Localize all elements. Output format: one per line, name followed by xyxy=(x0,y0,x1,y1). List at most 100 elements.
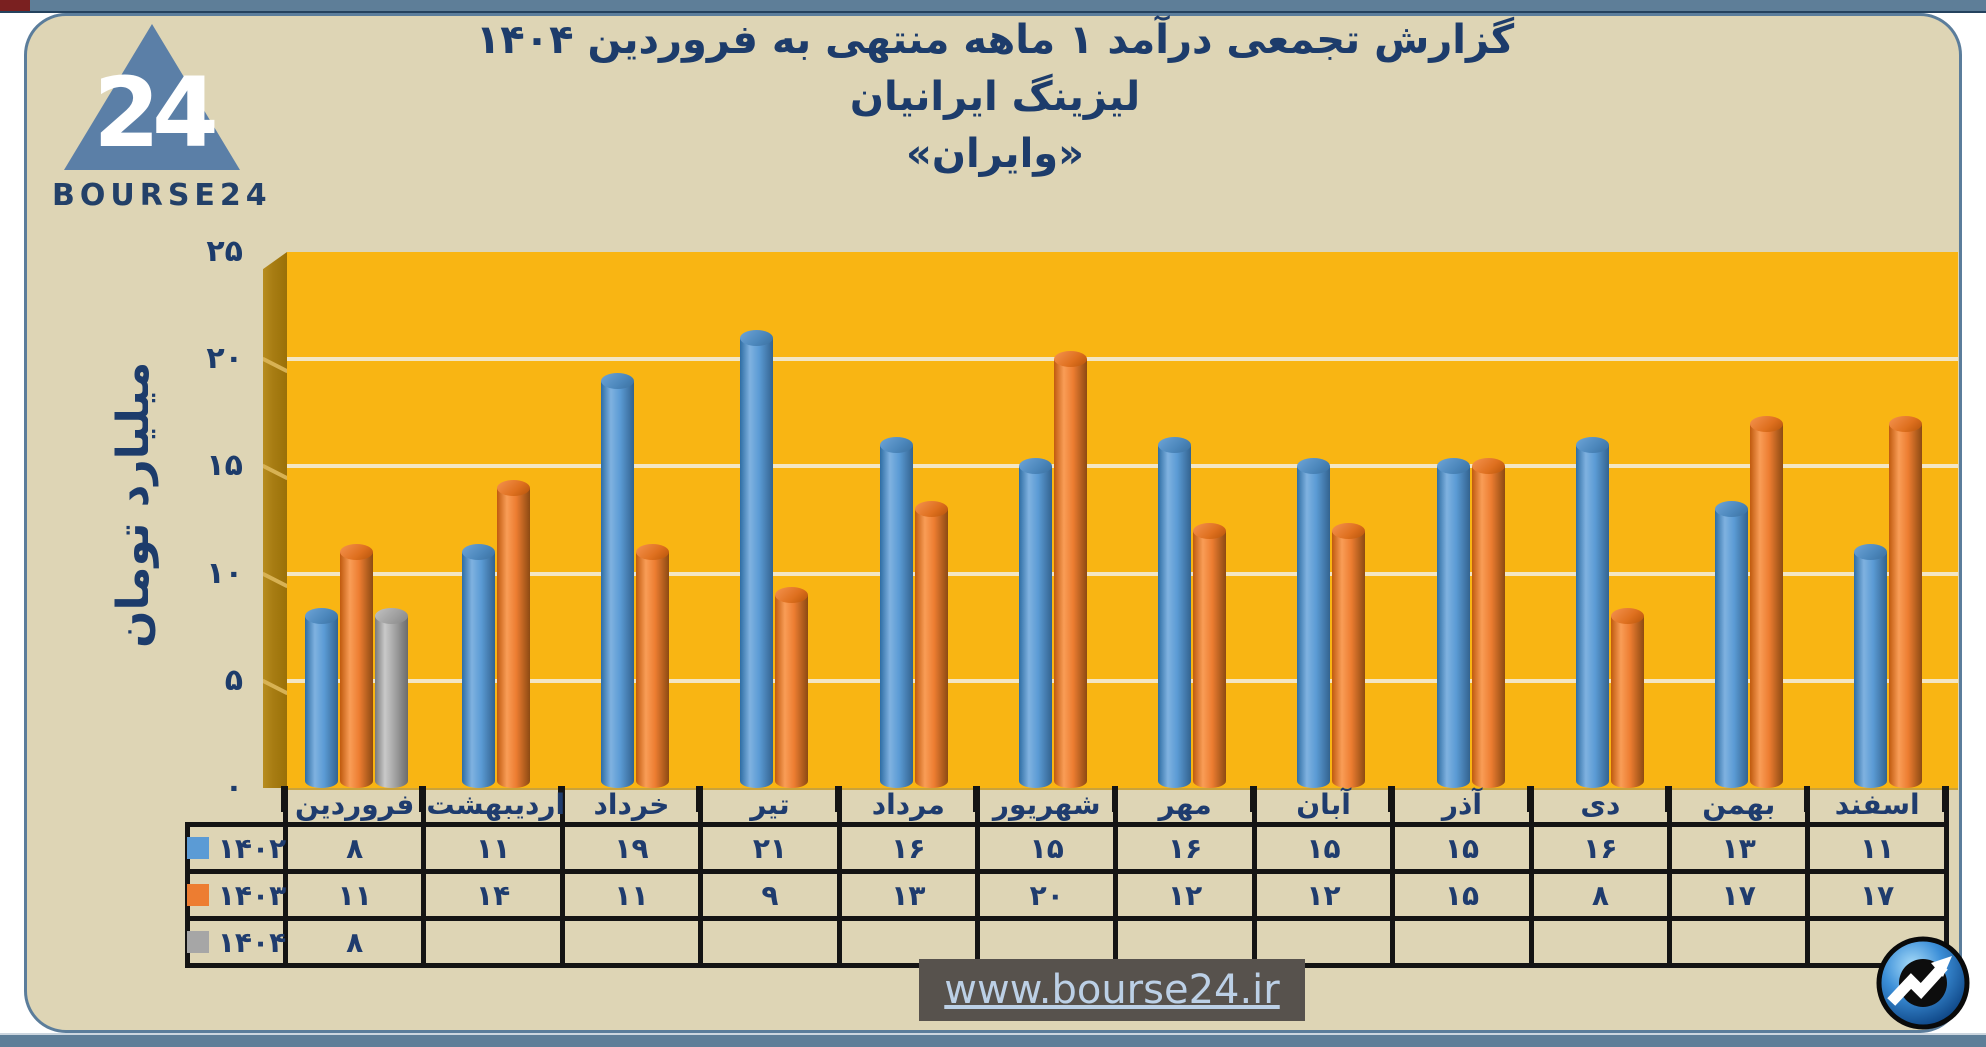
svg-text:24: 24 xyxy=(93,57,215,169)
bar-group-5 xyxy=(983,252,1122,788)
bar-top-cap xyxy=(1575,436,1609,453)
bar-top-cap xyxy=(1610,608,1644,625)
value-cell-۱۴۰۳-10: ۱۷ xyxy=(1667,869,1811,921)
legend-label-۱۴۰۴: ۱۴۰۴ xyxy=(217,925,287,959)
chart-title-block: گزارش تجمعی درآمد ۱ ماهه منتهی به فروردی… xyxy=(330,12,1660,183)
bar-۱۴۰۳-7 xyxy=(1332,522,1366,788)
bourse24-wordmark: BOURSE24 xyxy=(52,178,272,213)
value-cell-۱۴۰۲-10: ۱۳ xyxy=(1667,822,1811,874)
bar-top-cap xyxy=(305,608,339,625)
value-cell-۱۴۰۴-2 xyxy=(559,916,704,968)
month-header-0: فروردین xyxy=(282,786,427,827)
bar-top-cap xyxy=(1018,458,1052,475)
value-cell-۱۴۰۲-9: ۱۶ xyxy=(1528,822,1673,874)
bar-group-10 xyxy=(1680,252,1819,788)
bar-top-cap xyxy=(1436,458,1470,475)
bar-۱۴۰۲-6 xyxy=(1158,436,1192,788)
value-cell-۱۴۰۲-7: ۱۵ xyxy=(1251,822,1396,874)
value-cell-۱۴۰۳-7: ۱۲ xyxy=(1251,869,1396,921)
legend-swatch-۱۴۰۳ xyxy=(186,884,209,906)
value-cell-۱۴۰۳-1: ۱۴ xyxy=(421,869,565,921)
legend-entry: ۱۴۰۴ xyxy=(186,925,287,959)
value-cell-۱۴۰۴-3 xyxy=(698,916,842,968)
table-row-۱۴۰۳: ۱۴۰۳ ۱۱ ۱۴ ۱۱ ۹ ۱۳ ۲۰ ۱۲ ۱۲ ۱۵ ۸ ۱۷ ۱۷ xyxy=(185,869,1949,921)
bar-۱۴۰۲-0 xyxy=(305,608,339,788)
table-corner-cell xyxy=(188,786,286,825)
bar-group-1 xyxy=(426,252,565,788)
legend-label-۱۴۰۲: ۱۴۰۲ xyxy=(217,831,287,865)
value-cell-۱۴۰۲-11: ۱۱ xyxy=(1805,822,1949,874)
table-row-۱۴۰۴: ۱۴۰۴ ۸ xyxy=(185,916,1949,968)
bar-group-9 xyxy=(1540,252,1679,788)
table-header-row: فروردین اردیبهشت خرداد تیر مرداد شهریور مهر آبا… xyxy=(188,786,1949,827)
legend-entry: ۱۴۰۳ xyxy=(186,878,287,912)
bar-۱۴۰۲-7 xyxy=(1297,458,1331,788)
value-cell-۱۴۰۴-1 xyxy=(421,916,565,968)
gridline-10 xyxy=(287,571,1958,576)
bar-top-cap xyxy=(1471,458,1505,475)
table-row-۱۴۰۲: ۱۴۰۲ ۸ ۱۱ ۱۹ ۲۱ ۱۶ ۱۵ ۱۶ ۱۵ ۱۵ ۱۶ ۱۳ ۱۱ xyxy=(185,822,1949,874)
website-url-box[interactable]: www.bourse24.ir xyxy=(919,959,1305,1021)
month-header-9: دی xyxy=(1528,786,1673,827)
bar-۱۴۰۲-10 xyxy=(1715,501,1749,788)
bar-۱۴۰۲-4 xyxy=(879,436,913,788)
bourse24-round-logo-icon xyxy=(1874,934,1972,1032)
bar-۱۴۰۳-3 xyxy=(775,587,809,788)
bar-۱۴۰۳-4 xyxy=(914,501,948,788)
value-cell-۱۴۰۳-5: ۲۰ xyxy=(975,869,1119,921)
value-cell-۱۴۰۳-9: ۸ xyxy=(1528,869,1673,921)
value-cell-۱۴۰۲-3: ۲۱ xyxy=(698,822,842,874)
month-header-2: خرداد xyxy=(559,786,704,827)
bar-group-3 xyxy=(705,252,844,788)
value-cell-۱۴۰۳-8: ۱۵ xyxy=(1390,869,1534,921)
value-cell-۱۴۰۴-8 xyxy=(1390,916,1534,968)
top-border-strip xyxy=(0,0,1986,13)
month-header-4: مرداد xyxy=(836,786,981,827)
value-cell-۱۴۰۳-11: ۱۷ xyxy=(1805,869,1949,921)
legend-swatch-۱۴۰۲ xyxy=(186,837,209,859)
legend-entry: ۱۴۰۲ xyxy=(186,831,287,865)
y-tick-label-5: ۵ xyxy=(224,662,243,698)
month-header-11: اسفند xyxy=(1805,786,1949,827)
bar-top-cap xyxy=(1297,458,1331,475)
bar-top-cap xyxy=(496,479,530,496)
bar-top-cap xyxy=(340,544,374,561)
y-tick-label-0: ۰ xyxy=(224,770,243,805)
bar-۱۴۰۳-1 xyxy=(496,479,530,788)
legend-cell-۱۴۰۴: ۱۴۰۴ xyxy=(185,916,288,968)
bar-۱۴۰۳-5 xyxy=(1053,351,1087,788)
chart-title-line2: لیزینگ ایرانیان xyxy=(849,74,1141,120)
bar-top-cap xyxy=(1715,501,1749,518)
value-cell-۱۴۰۴-9 xyxy=(1528,916,1673,968)
bar-۱۴۰۲-5 xyxy=(1018,458,1052,788)
bar-۱۴۰۲-2 xyxy=(601,372,635,788)
bourse24-triangle-icon: 24 xyxy=(64,24,240,170)
bar-top-cap xyxy=(375,608,409,625)
bar-top-cap xyxy=(1750,415,1784,432)
y-tick-label-25: ۲۵ xyxy=(206,234,243,269)
bar-top-cap xyxy=(1053,351,1087,368)
bar-group-8 xyxy=(1401,252,1540,788)
y-tick-label-20: ۲۰ xyxy=(206,341,243,377)
legend-label-۱۴۰۳: ۱۴۰۳ xyxy=(217,878,287,912)
bourse24-logo: 24 BOURSE24 xyxy=(52,18,272,218)
website-url-link[interactable]: www.bourse24.ir xyxy=(944,967,1280,1013)
bar-۱۴۰۲-3 xyxy=(740,329,774,788)
gridline-20 xyxy=(287,357,1958,362)
bar-group-2 xyxy=(565,252,704,788)
month-header-6: مهر xyxy=(1113,786,1257,827)
bar-group-4 xyxy=(844,252,983,788)
value-cell-۱۴۰۳-0: ۱۱ xyxy=(282,869,427,921)
top-strip-accent xyxy=(0,0,30,11)
legend-swatch-۱۴۰۴ xyxy=(186,931,209,953)
chart-title-line3: «وایران» xyxy=(905,131,1084,177)
value-cell-۱۴۰۴-10 xyxy=(1667,916,1811,968)
bar-۱۴۰۳-6 xyxy=(1193,522,1227,788)
plot-3d-side-wall xyxy=(263,252,287,788)
bar-top-cap xyxy=(879,436,913,453)
month-header-10: بهمن xyxy=(1667,786,1811,827)
value-cell-۱۴۰۴-4 xyxy=(836,916,981,968)
bar-۱۴۰۲-11 xyxy=(1854,544,1888,788)
bottom-border-strip xyxy=(0,1033,1986,1047)
y-tick-label-10: ۱۰ xyxy=(206,555,243,591)
